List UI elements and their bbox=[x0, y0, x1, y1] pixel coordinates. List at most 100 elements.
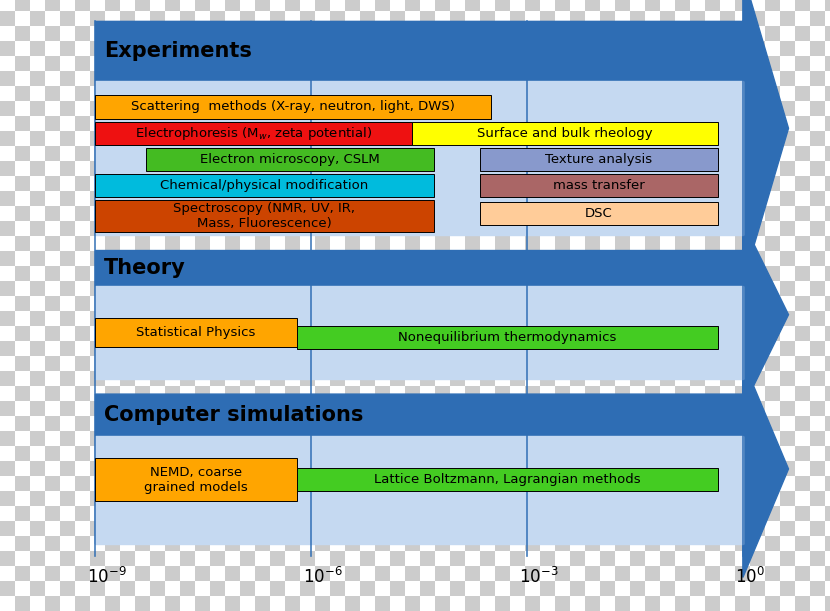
Bar bbox=[690, 296, 705, 311]
Bar bbox=[765, 86, 780, 101]
Bar bbox=[540, 101, 555, 116]
Bar bbox=[510, 461, 525, 476]
Bar bbox=[765, 311, 780, 326]
Bar bbox=[0, 566, 15, 581]
Bar bbox=[495, 266, 510, 281]
Bar bbox=[240, 221, 255, 236]
Bar bbox=[750, 71, 765, 86]
Bar bbox=[435, 101, 450, 116]
Bar bbox=[615, 446, 630, 461]
Bar bbox=[105, 191, 120, 206]
Bar bbox=[660, 71, 675, 86]
Bar bbox=[600, 236, 615, 251]
Bar bbox=[705, 71, 720, 86]
Bar bbox=[420, 131, 435, 146]
Bar bbox=[630, 341, 645, 356]
Bar bbox=[285, 101, 300, 116]
Bar bbox=[780, 386, 795, 401]
Bar bbox=[825, 416, 830, 431]
Bar bbox=[585, 221, 600, 236]
Bar bbox=[135, 176, 150, 191]
Bar bbox=[150, 431, 165, 446]
Bar bbox=[720, 476, 735, 491]
Bar bbox=[765, 596, 780, 611]
Bar bbox=[420, 401, 435, 416]
Bar bbox=[690, 491, 705, 506]
Bar bbox=[315, 296, 330, 311]
Bar bbox=[525, 161, 540, 176]
Bar bbox=[645, 71, 660, 86]
Bar bbox=[270, 476, 285, 491]
Bar bbox=[225, 176, 240, 191]
Bar bbox=[795, 581, 810, 596]
Bar bbox=[30, 371, 45, 386]
Text: Lattice Boltzmann, Lagrangian methods: Lattice Boltzmann, Lagrangian methods bbox=[374, 473, 641, 486]
Bar bbox=[390, 581, 405, 596]
Bar bbox=[495, 311, 510, 326]
Bar bbox=[420, 341, 435, 356]
Bar bbox=[705, 506, 720, 521]
Bar bbox=[45, 206, 60, 221]
Bar bbox=[585, 161, 600, 176]
Bar bbox=[0, 596, 15, 611]
Bar bbox=[375, 206, 390, 221]
Bar bbox=[345, 371, 360, 386]
Bar bbox=[480, 116, 495, 131]
Bar bbox=[480, 446, 495, 461]
Bar bbox=[525, 326, 540, 341]
Bar bbox=[15, 386, 30, 401]
Bar bbox=[495, 491, 510, 506]
Bar bbox=[30, 431, 45, 446]
Bar bbox=[60, 296, 75, 311]
Bar bbox=[105, 251, 120, 266]
Bar bbox=[165, 566, 180, 581]
Bar bbox=[285, 491, 300, 506]
Bar bbox=[180, 191, 195, 206]
Bar bbox=[600, 161, 615, 176]
Bar bbox=[675, 236, 690, 251]
Bar bbox=[225, 191, 240, 206]
Bar bbox=[675, 146, 690, 161]
Bar bbox=[780, 596, 795, 611]
Bar bbox=[465, 266, 480, 281]
Bar bbox=[555, 431, 570, 446]
Bar bbox=[210, 131, 225, 146]
Bar bbox=[0, 296, 15, 311]
Bar bbox=[60, 86, 75, 101]
Bar bbox=[165, 41, 180, 56]
Bar bbox=[360, 221, 375, 236]
Bar bbox=[525, 176, 540, 191]
Bar bbox=[660, 521, 675, 536]
Bar bbox=[240, 551, 255, 566]
Bar bbox=[360, 56, 375, 71]
Bar bbox=[270, 11, 285, 26]
Bar bbox=[240, 56, 255, 71]
Bar bbox=[675, 536, 690, 551]
Bar bbox=[705, 386, 720, 401]
Bar bbox=[795, 116, 810, 131]
Bar bbox=[210, 0, 225, 11]
Bar bbox=[405, 521, 420, 536]
Bar bbox=[690, 191, 705, 206]
Bar bbox=[450, 0, 465, 11]
Bar bbox=[135, 371, 150, 386]
Bar bbox=[360, 296, 375, 311]
Bar bbox=[555, 206, 570, 221]
Bar bbox=[105, 551, 120, 566]
Bar bbox=[525, 596, 540, 611]
Bar bbox=[690, 281, 705, 296]
Bar bbox=[615, 566, 630, 581]
Bar bbox=[465, 56, 480, 71]
Bar bbox=[135, 401, 150, 416]
Bar bbox=[450, 86, 465, 101]
Bar bbox=[330, 116, 345, 131]
Bar bbox=[120, 131, 135, 146]
Bar bbox=[750, 311, 765, 326]
Bar bbox=[705, 26, 720, 41]
Bar bbox=[0, 581, 15, 596]
Bar bbox=[105, 41, 120, 56]
Bar bbox=[15, 131, 30, 146]
Bar bbox=[150, 281, 165, 296]
Bar bbox=[330, 416, 345, 431]
Bar bbox=[630, 176, 645, 191]
